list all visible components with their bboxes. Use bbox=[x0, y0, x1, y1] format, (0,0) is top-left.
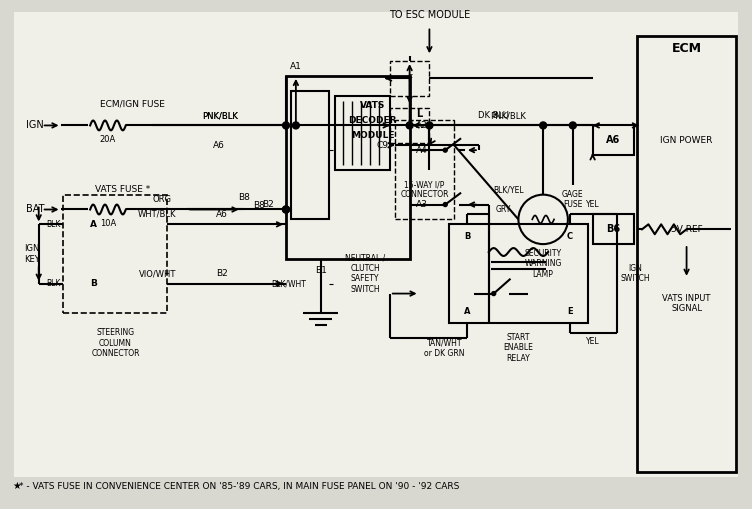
Circle shape bbox=[283, 206, 290, 213]
Bar bbox=[449, 224, 587, 323]
Text: B: B bbox=[89, 279, 96, 288]
Circle shape bbox=[293, 122, 299, 129]
Text: C: C bbox=[567, 232, 573, 241]
Circle shape bbox=[426, 122, 433, 129]
Circle shape bbox=[443, 203, 447, 207]
Text: A2: A2 bbox=[416, 121, 427, 130]
Text: BAT: BAT bbox=[26, 205, 44, 214]
Text: BLK: BLK bbox=[46, 220, 60, 229]
Text: IGN
KEY: IGN KEY bbox=[24, 244, 40, 264]
Text: B8: B8 bbox=[253, 201, 265, 210]
Text: PNK/BLK: PNK/BLK bbox=[202, 111, 238, 120]
Bar bbox=[291, 91, 329, 219]
Text: B8: B8 bbox=[238, 193, 250, 202]
Text: A: A bbox=[464, 307, 470, 316]
Text: PNK/BLK: PNK/BLK bbox=[202, 111, 238, 120]
Text: ★: ★ bbox=[12, 482, 21, 492]
Text: VATS FUSE *: VATS FUSE * bbox=[96, 185, 150, 194]
Text: A4: A4 bbox=[416, 146, 427, 155]
Text: A: A bbox=[89, 220, 96, 229]
Text: SECURITY
WARNING
LAMP: SECURITY WARNING LAMP bbox=[524, 249, 562, 279]
Text: VATS INPUT
SIGNAL: VATS INPUT SIGNAL bbox=[663, 294, 711, 313]
Text: B2: B2 bbox=[216, 269, 228, 278]
Text: B2: B2 bbox=[262, 200, 274, 209]
Text: F: F bbox=[407, 121, 412, 130]
Circle shape bbox=[540, 122, 547, 129]
Text: A1: A1 bbox=[290, 62, 302, 71]
Text: BLK: BLK bbox=[46, 279, 60, 288]
Text: C9: C9 bbox=[377, 140, 389, 150]
Text: WHT/BLK: WHT/BLK bbox=[138, 210, 177, 219]
Text: * - VATS FUSE IN CONVENIENCE CENTER ON '85-'89 CARS, IN MAIN FUSE PANEL ON '90 -: * - VATS FUSE IN CONVENIENCE CENTER ON '… bbox=[19, 482, 459, 491]
Text: L: L bbox=[417, 108, 423, 119]
Text: E: E bbox=[567, 307, 573, 316]
Text: GAGE
FUSE: GAGE FUSE bbox=[562, 190, 584, 209]
Text: 10A: 10A bbox=[100, 219, 116, 228]
Text: PNK/BLK: PNK/BLK bbox=[490, 111, 526, 120]
Text: YEL: YEL bbox=[586, 336, 599, 346]
Bar bbox=[593, 214, 634, 244]
Bar bbox=[335, 96, 390, 170]
Text: 5V REF: 5V REF bbox=[671, 225, 702, 234]
Text: VATS: VATS bbox=[360, 101, 385, 110]
Circle shape bbox=[283, 122, 290, 129]
Text: VIO/WHT: VIO/WHT bbox=[138, 269, 176, 278]
Bar bbox=[593, 125, 634, 155]
Text: ECM/IGN FUSE: ECM/IGN FUSE bbox=[100, 99, 165, 108]
Text: ORG: ORG bbox=[153, 195, 172, 204]
Text: DECODER: DECODER bbox=[348, 116, 397, 125]
Text: BLK/YEL: BLK/YEL bbox=[494, 185, 524, 194]
Text: 15-WAY I/P
CONNECTOR: 15-WAY I/P CONNECTOR bbox=[400, 180, 449, 200]
Circle shape bbox=[569, 122, 576, 129]
Circle shape bbox=[283, 206, 290, 213]
Text: TAN/WHT
or DK GRN: TAN/WHT or DK GRN bbox=[424, 338, 465, 358]
Text: YEL: YEL bbox=[586, 200, 599, 209]
Text: MODULE: MODULE bbox=[350, 131, 394, 140]
Text: DK BLU: DK BLU bbox=[478, 111, 509, 120]
Text: A3: A3 bbox=[416, 200, 427, 209]
Bar bbox=[390, 108, 429, 143]
Text: GRY: GRY bbox=[496, 205, 511, 214]
Text: B1: B1 bbox=[314, 266, 326, 275]
Bar bbox=[637, 37, 736, 472]
Bar bbox=[286, 76, 410, 259]
Text: BLK/WHT: BLK/WHT bbox=[271, 279, 306, 288]
Text: ECM: ECM bbox=[672, 42, 702, 55]
Text: A6: A6 bbox=[213, 140, 225, 150]
Bar bbox=[395, 121, 454, 219]
Text: IGN
SWITCH: IGN SWITCH bbox=[620, 264, 650, 284]
Circle shape bbox=[406, 122, 413, 129]
Text: B6: B6 bbox=[606, 224, 620, 234]
Text: NEUTRAL /
CLUTCH
SAFETY
SWITCH: NEUTRAL / CLUTCH SAFETY SWITCH bbox=[345, 253, 385, 294]
Text: TO ESC MODULE: TO ESC MODULE bbox=[389, 10, 470, 20]
Text: 20A: 20A bbox=[100, 135, 116, 144]
Text: F: F bbox=[407, 74, 412, 83]
Text: IGN POWER: IGN POWER bbox=[660, 136, 713, 145]
Text: A6: A6 bbox=[606, 135, 620, 145]
Bar bbox=[63, 194, 167, 314]
Text: STEERING
COLUMN
CONNECTOR: STEERING COLUMN CONNECTOR bbox=[91, 328, 140, 358]
Bar bbox=[390, 61, 429, 96]
Text: IGN: IGN bbox=[26, 121, 44, 130]
Text: B: B bbox=[464, 232, 470, 241]
Circle shape bbox=[492, 292, 496, 296]
Text: START
ENABLE
RELAY: START ENABLE RELAY bbox=[504, 333, 533, 363]
Text: A6: A6 bbox=[216, 210, 228, 219]
Circle shape bbox=[443, 148, 447, 152]
